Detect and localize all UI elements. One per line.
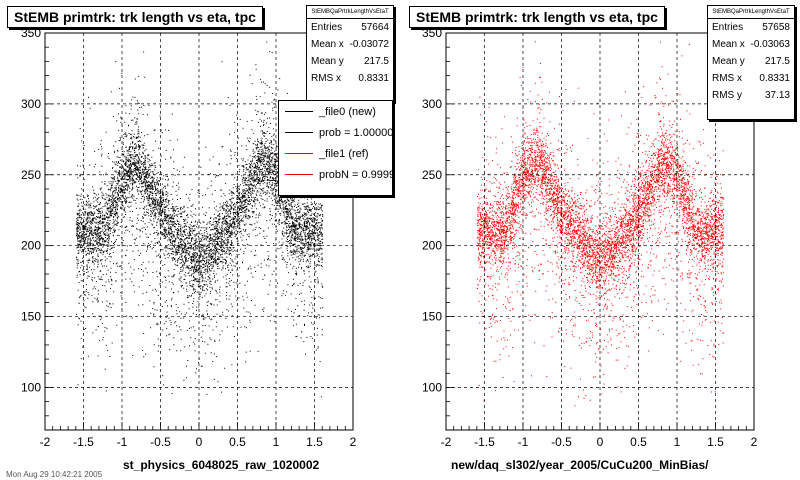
legend-line-red bbox=[285, 174, 313, 175]
x-tick-label: -1 bbox=[518, 435, 529, 449]
x-tick-label: 0 bbox=[597, 435, 604, 449]
x-tick-label: 2 bbox=[751, 435, 758, 449]
x-tick-label: -0.5 bbox=[551, 435, 572, 449]
y-tick-label: 200 bbox=[21, 239, 41, 253]
left-stats-box: StEMBQaPrtrkLengthVsEtaT Entries 57664 Me… bbox=[306, 5, 394, 102]
right-plot: 100 150 200 250 300 350 -2 -1.5 -1 -0.5 0 0.5 1 1.5 2 bbox=[422, 26, 758, 449]
x-tick-label: 1 bbox=[273, 435, 280, 449]
x-tick-label: -1 bbox=[117, 435, 128, 449]
right-x-axis-title: new/daq_sl302/year_2005/CuCu200_MinBias/ bbox=[451, 458, 709, 472]
left-stats-row-mean-x: Mean x -0.03072 bbox=[311, 39, 389, 50]
y-tick-label: 150 bbox=[21, 310, 41, 324]
x-tick-label: 0.5 bbox=[630, 435, 647, 449]
legend-line-black bbox=[285, 111, 313, 112]
left-stats-row-rms-x: RMS x 0.8331 bbox=[311, 73, 389, 84]
y-tick-label: 100 bbox=[21, 380, 41, 394]
axes: 100 150 200 250 300 350 -2 -1.5 -1 -0.5 0 0.5 1 1.5 2 bbox=[422, 26, 758, 449]
x-tick-label: -2 bbox=[40, 435, 51, 449]
y-tick-label: 300 bbox=[21, 97, 41, 111]
right-stats-row-mean-y: Mean y 217.5 bbox=[712, 56, 790, 67]
right-stats-row-rms-y: RMS y 37.13 bbox=[712, 90, 790, 101]
left-stats-row-mean-y: Mean y 217.5 bbox=[311, 56, 389, 67]
x-tick-label: 1 bbox=[674, 435, 681, 449]
x-tick-label: 1.5 bbox=[707, 435, 724, 449]
left-plot-title: StEMB primtrk: trk length vs eta, tpc bbox=[7, 6, 263, 28]
y-tick-label: 100 bbox=[422, 380, 442, 394]
right-stats-row-rms-x: RMS x 0.8331 bbox=[712, 73, 790, 84]
legend-line-black bbox=[285, 132, 313, 133]
x-tick-label: -0.5 bbox=[150, 435, 171, 449]
right-stats-header: StEMBQaPrtrkLengthVsEtaT bbox=[708, 6, 794, 19]
y-tick-label: 250 bbox=[21, 168, 41, 182]
legend-entry-file0: _file0 (new) bbox=[279, 101, 392, 122]
x-tick-label: 2 bbox=[350, 435, 357, 449]
axes: 100 150 200 250 300 350 -2 -1.5 -1 -0.5 0 0.5 1 1.5 2 bbox=[21, 26, 357, 449]
left-x-axis-title: st_physics_6048025_raw_1020002 bbox=[123, 458, 320, 472]
x-tick-label: -1.5 bbox=[474, 435, 495, 449]
y-tick-label: 250 bbox=[422, 168, 442, 182]
y-tick-label: 150 bbox=[422, 310, 442, 324]
x-tick-label: -2 bbox=[441, 435, 452, 449]
scatter-points bbox=[476, 41, 725, 407]
left-stats-header: StEMBQaPrtrkLengthVsEtaT bbox=[307, 6, 393, 19]
footer-timestamp: Mon Aug 29 10:42:21 2005 bbox=[6, 470, 103, 479]
scatter-marks bbox=[476, 41, 725, 407]
right-stats-row-entries: Entries 57658 bbox=[712, 22, 790, 33]
x-tick-label: 1.5 bbox=[306, 435, 323, 449]
x-tick-label: 0 bbox=[196, 435, 203, 449]
y-tick-label: 350 bbox=[422, 26, 442, 40]
right-stats-box: StEMBQaPrtrkLengthVsEtaT Entries 57658 Me… bbox=[707, 5, 795, 120]
left-stats-row-entries: Entries 57664 bbox=[311, 22, 389, 33]
legend-entry-prob: prob = 1.000000 bbox=[279, 122, 392, 143]
legend-line-red bbox=[285, 153, 313, 154]
left-plot: 100 150 200 250 300 350 -2 -1.5 -1 -0.5 0 0.5 1 1.5 2 bbox=[21, 26, 357, 449]
grid bbox=[446, 33, 754, 430]
right-plot-title: StEMB primtrk: trk length vs eta, tpc bbox=[409, 6, 665, 28]
x-tick-label: -1.5 bbox=[73, 435, 94, 449]
y-tick-label: 200 bbox=[422, 239, 442, 253]
legend-entry-probn: probN = 0.999900 bbox=[279, 164, 392, 185]
legend: _file0 (new) prob = 1.000000 _file1 (ref… bbox=[278, 100, 393, 196]
y-tick-label: 300 bbox=[422, 97, 442, 111]
right-stats-row-mean-x: Mean x -0.03063 bbox=[712, 39, 790, 50]
y-tick-label: 350 bbox=[21, 26, 41, 40]
legend-entry-file1: _file1 (ref) bbox=[279, 143, 392, 164]
grid bbox=[45, 33, 353, 430]
x-tick-label: 0.5 bbox=[229, 435, 246, 449]
